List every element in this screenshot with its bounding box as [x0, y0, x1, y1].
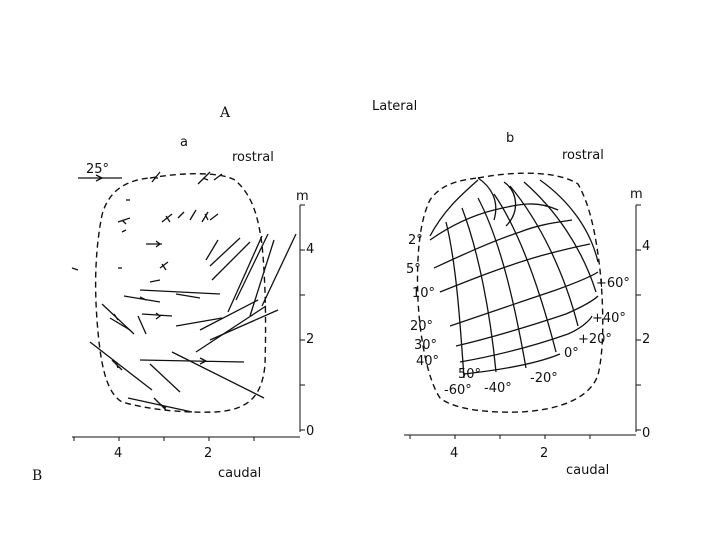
elev-label-50: 50°	[458, 367, 481, 382]
panel-a: a rostral caudal 25°	[71, 135, 314, 481]
panel-a-outline	[94, 173, 267, 413]
figure-label-b: B	[32, 468, 42, 484]
direction-vectors	[71, 171, 297, 413]
azim-label-plus40: +40°	[592, 311, 626, 326]
elev-label-30: 30°	[414, 338, 437, 353]
panel-a-rostral-label: rostral	[232, 150, 274, 165]
azimuth-lines	[429, 179, 599, 379]
panel-b-x-tick-4: 4	[450, 446, 458, 461]
panel-b-letter: b	[506, 131, 514, 146]
elev-label-10: 10°	[412, 286, 435, 301]
panel-b-y-tick-0: 0	[642, 426, 650, 441]
panel-a-y-tick-4: 4	[306, 242, 314, 257]
azim-label-minus40: -40°	[484, 381, 512, 396]
azim-label-minus20: -20°	[530, 371, 558, 386]
elev-label-20: 20°	[410, 319, 433, 334]
panel-a-caudal-label: caudal	[218, 466, 261, 481]
panel-b-rostral-label: rostral	[562, 148, 604, 163]
panel-a-y-unit: m	[296, 189, 309, 204]
panel-b-x-tick-2: 2	[540, 446, 548, 461]
panel-a-x-axis: 4 2	[72, 436, 300, 461]
panel-a-letter: a	[180, 135, 188, 150]
panel-b-y-unit: m	[630, 187, 643, 202]
elev-label-40: 40°	[416, 354, 439, 369]
panel-b-y-tick-4: 4	[642, 239, 650, 254]
panel-b-y-axis: m 4 2 0	[630, 187, 650, 441]
scale-bar-label: 25°	[86, 162, 109, 177]
panel-a-y-axis: m 4 2 0	[296, 189, 314, 439]
figure-title: Lateral	[372, 99, 417, 114]
panel-b-outline	[416, 172, 604, 413]
azim-label-plus20: +20°	[578, 332, 612, 347]
elevation-lines	[429, 177, 599, 375]
panel-b-y-tick-2: 2	[642, 332, 650, 347]
figure-label-a: A	[219, 105, 231, 121]
panel-a-y-tick-0: 0	[306, 424, 314, 439]
scale-bar: 25°	[78, 162, 122, 182]
azim-label-plus60: +60°	[596, 276, 630, 291]
azim-label-0: 0°	[564, 346, 579, 361]
panel-a-x-tick-2: 2	[204, 446, 212, 461]
panel-b: b rostral caudal 2°	[404, 131, 650, 478]
elev-label-5: 5°	[406, 262, 421, 277]
azim-label-minus60: -60°	[444, 383, 472, 398]
panel-b-x-axis: 4 2	[404, 434, 636, 461]
panel-b-caudal-label: caudal	[566, 463, 609, 478]
elev-label-2: 2°	[408, 233, 423, 248]
panel-a-y-tick-2: 2	[306, 332, 314, 347]
panel-a-x-tick-4: 4	[114, 446, 122, 461]
